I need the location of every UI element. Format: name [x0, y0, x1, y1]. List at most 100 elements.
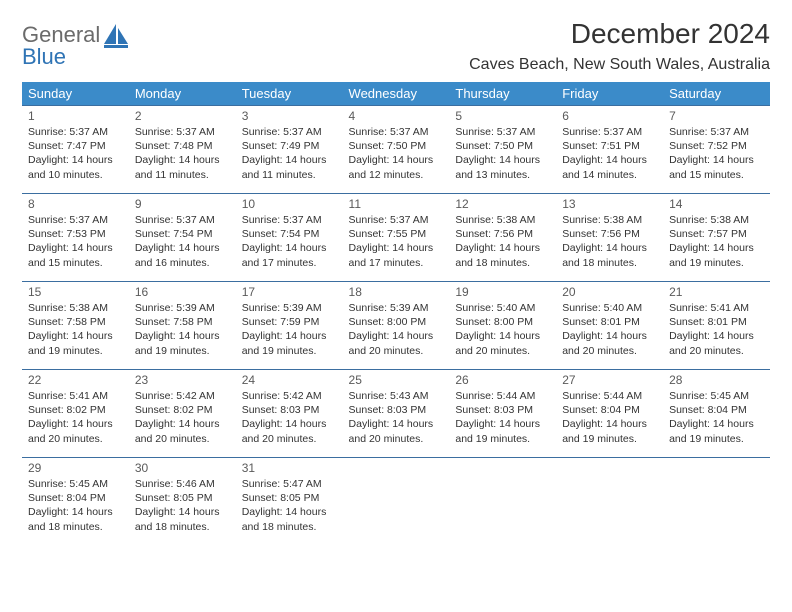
sunset-text: Sunset: 8:05 PM — [135, 491, 230, 505]
sunrise-text: Sunrise: 5:47 AM — [242, 477, 337, 491]
sunset-text: Sunset: 8:01 PM — [669, 315, 764, 329]
daylight-text: Daylight: 14 hours and 19 minutes. — [455, 417, 550, 445]
day-header: Saturday — [663, 82, 770, 106]
calendar-day-cell: 13Sunrise: 5:38 AMSunset: 7:56 PMDayligh… — [556, 194, 663, 282]
sunrise-text: Sunrise: 5:45 AM — [28, 477, 123, 491]
sunrise-text: Sunrise: 5:37 AM — [28, 125, 123, 139]
calendar-day-cell: 10Sunrise: 5:37 AMSunset: 7:54 PMDayligh… — [236, 194, 343, 282]
day-number: 16 — [135, 285, 230, 299]
sunset-text: Sunset: 8:04 PM — [562, 403, 657, 417]
calendar-day-cell: 14Sunrise: 5:38 AMSunset: 7:57 PMDayligh… — [663, 194, 770, 282]
brand-sail-icon — [104, 24, 130, 52]
sunrise-text: Sunrise: 5:37 AM — [242, 213, 337, 227]
calendar-body: 1Sunrise: 5:37 AMSunset: 7:47 PMDaylight… — [22, 106, 770, 546]
day-number: 22 — [28, 373, 123, 387]
sunrise-text: Sunrise: 5:37 AM — [349, 125, 444, 139]
daylight-text: Daylight: 14 hours and 18 minutes. — [135, 505, 230, 533]
day-number: 13 — [562, 197, 657, 211]
day-number: 19 — [455, 285, 550, 299]
calendar-day-cell: 23Sunrise: 5:42 AMSunset: 8:02 PMDayligh… — [129, 370, 236, 458]
calendar-day-cell: 4Sunrise: 5:37 AMSunset: 7:50 PMDaylight… — [343, 106, 450, 194]
calendar-day-cell: 15Sunrise: 5:38 AMSunset: 7:58 PMDayligh… — [22, 282, 129, 370]
sunrise-text: Sunrise: 5:37 AM — [455, 125, 550, 139]
sunset-text: Sunset: 7:56 PM — [562, 227, 657, 241]
sunrise-text: Sunrise: 5:37 AM — [669, 125, 764, 139]
sunrise-text: Sunrise: 5:41 AM — [28, 389, 123, 403]
day-number: 30 — [135, 461, 230, 475]
sunrise-text: Sunrise: 5:37 AM — [242, 125, 337, 139]
day-number: 18 — [349, 285, 444, 299]
day-header: Tuesday — [236, 82, 343, 106]
day-number: 3 — [242, 109, 337, 123]
daylight-text: Daylight: 14 hours and 16 minutes. — [135, 241, 230, 269]
daylight-text: Daylight: 14 hours and 17 minutes. — [349, 241, 444, 269]
calendar-table: Sunday Monday Tuesday Wednesday Thursday… — [22, 82, 770, 546]
brand-word-1: General — [22, 24, 100, 46]
calendar-day-cell: 8Sunrise: 5:37 AMSunset: 7:53 PMDaylight… — [22, 194, 129, 282]
daylight-text: Daylight: 14 hours and 12 minutes. — [349, 153, 444, 181]
sunset-text: Sunset: 8:03 PM — [242, 403, 337, 417]
sunset-text: Sunset: 7:54 PM — [135, 227, 230, 241]
sunrise-text: Sunrise: 5:41 AM — [669, 301, 764, 315]
day-number: 8 — [28, 197, 123, 211]
day-number: 7 — [669, 109, 764, 123]
daylight-text: Daylight: 14 hours and 10 minutes. — [28, 153, 123, 181]
sunset-text: Sunset: 8:01 PM — [562, 315, 657, 329]
day-number: 29 — [28, 461, 123, 475]
calendar-day-cell: 3 Sunrise: 5:37 AMSunset: 7:49 PMDaylight… — [236, 106, 343, 194]
calendar-day-cell — [663, 458, 770, 546]
daylight-text: Daylight: 14 hours and 15 minutes. — [28, 241, 123, 269]
calendar-day-cell: 31 Sunrise: 5:47 AMSunset: 8:05 PMDayligh… — [236, 458, 343, 546]
sunset-text: Sunset: 7:47 PM — [28, 139, 123, 153]
sunset-text: Sunset: 8:02 PM — [28, 403, 123, 417]
sunrise-text: Sunrise: 5:39 AM — [135, 301, 230, 315]
day-number: 14 — [669, 197, 764, 211]
sunset-text: Sunset: 8:04 PM — [28, 491, 123, 505]
day-number: 9 — [135, 197, 230, 211]
sunset-text: Sunset: 7:58 PM — [135, 315, 230, 329]
daylight-text: Daylight: 14 hours and 19 minutes. — [242, 329, 337, 357]
sunrise-text: Sunrise: 5:38 AM — [28, 301, 123, 315]
calendar-day-cell: 29Sunrise: 5:45 AMSunset: 8:04 PMDayligh… — [22, 458, 129, 546]
day-number: 5 — [455, 109, 550, 123]
daylight-text: Daylight: 14 hours and 18 minutes. — [242, 505, 337, 533]
sunset-text: Sunset: 8:05 PM — [242, 491, 337, 505]
daylight-text: Daylight: 14 hours and 19 minutes. — [669, 241, 764, 269]
day-header: Thursday — [449, 82, 556, 106]
day-number: 31 — [242, 461, 337, 475]
calendar-day-cell: 20Sunrise: 5:40 AMSunset: 8:01 PMDayligh… — [556, 282, 663, 370]
sunset-text: Sunset: 8:00 PM — [455, 315, 550, 329]
day-number: 17 — [242, 285, 337, 299]
day-number: 25 — [349, 373, 444, 387]
daylight-text: Daylight: 14 hours and 20 minutes. — [349, 329, 444, 357]
day-number: 1 — [28, 109, 123, 123]
calendar-day-cell: 30Sunrise: 5:46 AMSunset: 8:05 PMDayligh… — [129, 458, 236, 546]
daylight-text: Daylight: 14 hours and 13 minutes. — [455, 153, 550, 181]
day-number: 20 — [562, 285, 657, 299]
calendar-day-cell: 12Sunrise: 5:38 AMSunset: 7:56 PMDayligh… — [449, 194, 556, 282]
calendar-day-cell: 17Sunrise: 5:39 AMSunset: 7:59 PMDayligh… — [236, 282, 343, 370]
sunset-text: Sunset: 7:49 PM — [242, 139, 337, 153]
sunset-text: Sunset: 7:57 PM — [669, 227, 764, 241]
sunrise-text: Sunrise: 5:40 AM — [455, 301, 550, 315]
calendar-day-cell: 19Sunrise: 5:40 AMSunset: 8:00 PMDayligh… — [449, 282, 556, 370]
calendar-day-cell: 2Sunrise: 5:37 AMSunset: 7:48 PMDaylight… — [129, 106, 236, 194]
sunrise-text: Sunrise: 5:40 AM — [562, 301, 657, 315]
calendar-day-cell: 16Sunrise: 5:39 AMSunset: 7:58 PMDayligh… — [129, 282, 236, 370]
calendar-day-cell: 7Sunrise: 5:37 AMSunset: 7:52 PMDaylight… — [663, 106, 770, 194]
day-header: Wednesday — [343, 82, 450, 106]
brand-logo: General Blue — [22, 18, 130, 68]
daylight-text: Daylight: 14 hours and 18 minutes. — [455, 241, 550, 269]
daylight-text: Daylight: 14 hours and 11 minutes. — [242, 153, 337, 181]
calendar-day-cell: 5Sunrise: 5:37 AMSunset: 7:50 PMDaylight… — [449, 106, 556, 194]
sunrise-text: Sunrise: 5:42 AM — [135, 389, 230, 403]
day-number: 28 — [669, 373, 764, 387]
brand-word-2: Blue — [22, 46, 100, 68]
day-number: 21 — [669, 285, 764, 299]
calendar-day-cell: 25Sunrise: 5:43 AMSunset: 8:03 PMDayligh… — [343, 370, 450, 458]
day-number: 11 — [349, 197, 444, 211]
calendar-day-cell: 28Sunrise: 5:45 AMSunset: 8:04 PMDayligh… — [663, 370, 770, 458]
calendar-day-cell: 6Sunrise: 5:37 AMSunset: 7:51 PMDaylight… — [556, 106, 663, 194]
calendar-day-cell: 21 Sunrise: 5:41 AMSunset: 8:01 PMDayligh… — [663, 282, 770, 370]
daylight-text: Daylight: 14 hours and 20 minutes. — [669, 329, 764, 357]
